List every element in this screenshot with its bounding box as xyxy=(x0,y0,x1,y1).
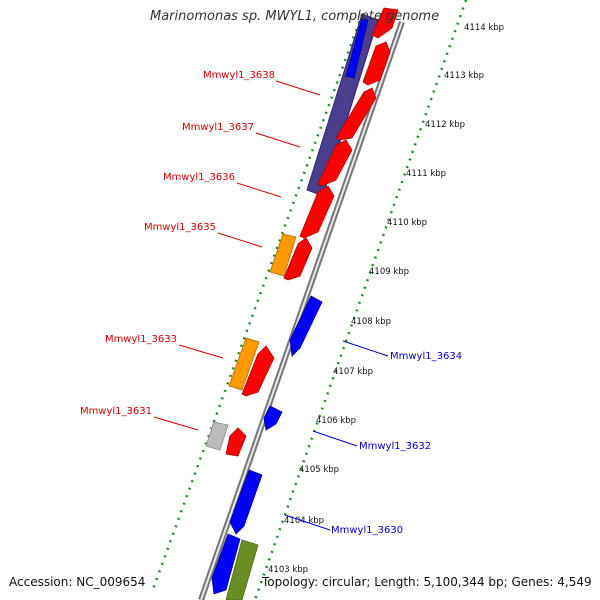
gene-features xyxy=(205,7,399,600)
ruler-tick-label: 4107 kbp xyxy=(333,367,373,377)
ruler-tick-label: 4103 kbp xyxy=(268,565,308,575)
gene-label-reverse[interactable]: Mmwyl1_3630 xyxy=(331,525,403,536)
gene-leader-line xyxy=(178,344,224,359)
gene-red[interactable] xyxy=(362,41,391,86)
gene-red[interactable] xyxy=(299,185,335,239)
gene-blue[interactable] xyxy=(263,405,283,431)
gene-label-reverse[interactable]: Mmwyl1_3632 xyxy=(359,441,431,452)
gene-label-forward[interactable]: Mmwyl1_3638 xyxy=(203,70,275,81)
gene-labels: Mmwyl1_3638 Mmwyl1_3637 Mmwyl1_3636 Mmwyl1_… xyxy=(80,70,462,536)
ruler-tick-label: 4111 kbp xyxy=(406,169,446,179)
gene-red[interactable] xyxy=(371,7,399,39)
gene-label-forward[interactable]: Mmwyl1_3635 xyxy=(144,222,216,233)
map-title: Marinomonas sp. MWYL1, complete genome xyxy=(150,9,440,24)
gene-leader-line xyxy=(236,182,282,198)
gene-leader-line xyxy=(284,514,331,531)
ruler-tick-label: 4109 kbp xyxy=(369,267,409,277)
gene-olive[interactable] xyxy=(225,539,259,600)
genome-backbone-highlight xyxy=(200,21,403,600)
gene-label-forward[interactable]: Mmwyl1_3637 xyxy=(182,122,254,133)
gene-orange[interactable] xyxy=(228,337,260,391)
gene-leader-line xyxy=(275,80,321,96)
gene-leader-line xyxy=(153,416,199,431)
topology-text: Topology: circular; Length: 5,100,344 bp… xyxy=(262,575,592,589)
gene-red[interactable] xyxy=(335,87,377,141)
ruler-tick-label: 4110 kbp xyxy=(387,218,427,228)
gene-leader-line xyxy=(312,430,358,447)
ruler-tick-label: 4113 kbp xyxy=(444,71,484,81)
ruler-tick-label: 4108 kbp xyxy=(351,317,391,327)
gene-leader-line xyxy=(217,232,263,248)
gene-blue[interactable] xyxy=(211,533,241,595)
gene-label-forward[interactable]: Mmwyl1_3633 xyxy=(105,334,177,345)
gene-blue[interactable] xyxy=(345,17,369,79)
gene-red[interactable] xyxy=(317,139,353,187)
ruler-tick-label: 4114 kbp xyxy=(464,23,504,33)
gene-orange[interactable] xyxy=(269,233,297,277)
ruler-tick-label: 4112 kbp xyxy=(425,120,465,130)
gene-label-reverse[interactable]: Mmwyl1_3634 xyxy=(390,351,462,362)
accession-text: Accession: NC_009654 xyxy=(9,575,146,589)
gene-grey[interactable] xyxy=(205,421,229,451)
ruler-dotted-ring xyxy=(253,0,468,600)
gene-red[interactable] xyxy=(225,427,247,457)
gene-red[interactable] xyxy=(283,237,313,281)
gene-leader-line xyxy=(342,340,389,357)
gene-leader-line xyxy=(255,132,301,148)
outer-dotted-ring xyxy=(150,13,364,593)
gene-red[interactable] xyxy=(241,345,275,397)
gene-label-forward[interactable]: Mmwyl1_3631 xyxy=(80,406,152,417)
ruler-tick-label: 4106 kbp xyxy=(316,416,356,426)
gene-label-forward[interactable]: Mmwyl1_3636 xyxy=(163,172,235,183)
gene-blue[interactable] xyxy=(229,469,263,535)
gene-blue[interactable] xyxy=(289,295,323,357)
ruler-tick-label: 4105 kbp xyxy=(299,465,339,475)
